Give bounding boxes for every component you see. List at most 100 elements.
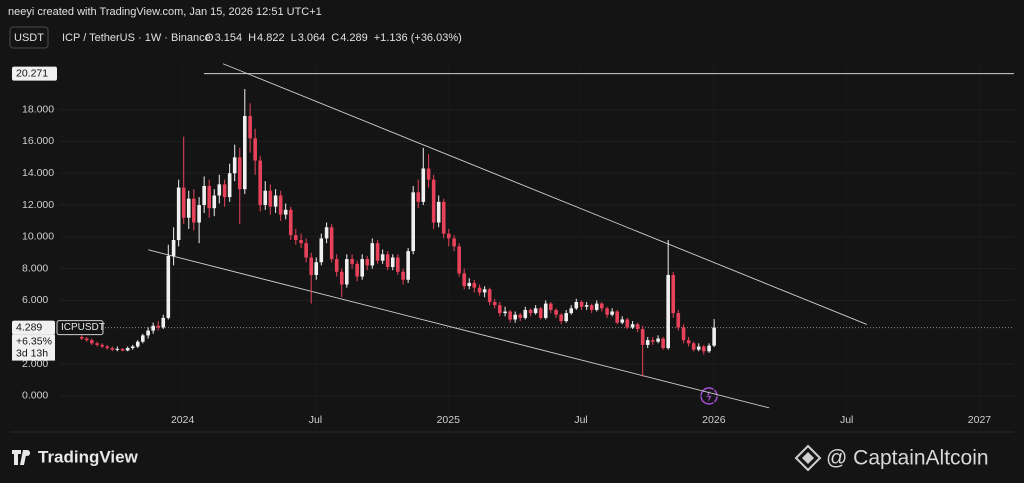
candle-body bbox=[202, 185, 206, 206]
candle-body bbox=[375, 243, 380, 261]
candle-body bbox=[186, 198, 191, 218]
candle-body bbox=[222, 184, 227, 198]
candle-body bbox=[95, 343, 99, 345]
candle-body bbox=[620, 319, 625, 323]
candle-body bbox=[293, 235, 298, 241]
candle-body bbox=[599, 303, 604, 309]
candle-body bbox=[84, 338, 89, 341]
candle-body bbox=[217, 184, 222, 196]
candle-body bbox=[630, 324, 635, 328]
candle-body bbox=[707, 345, 711, 352]
candle-body bbox=[283, 209, 288, 215]
candle-body bbox=[324, 227, 329, 239]
logo-mark bbox=[12, 450, 31, 465]
candle-body bbox=[661, 338, 665, 349]
candle-body bbox=[166, 255, 171, 318]
candle-body bbox=[528, 309, 533, 314]
candle-body bbox=[436, 201, 441, 223]
symbol: ICP / TetherUS · 1W · Binance bbox=[62, 32, 211, 44]
candle-body bbox=[441, 201, 446, 234]
candle-body bbox=[171, 240, 176, 256]
candle-body bbox=[416, 192, 421, 202]
candle-body bbox=[258, 160, 263, 206]
ohlc-value: 4.822 bbox=[257, 32, 285, 44]
candle-body bbox=[278, 195, 283, 215]
candle-body bbox=[467, 282, 472, 287]
candle-body bbox=[457, 246, 461, 274]
y-tick-label: 16.000 bbox=[22, 135, 54, 147]
candle-body bbox=[671, 274, 676, 314]
candle-body bbox=[538, 308, 543, 318]
ohlc-letter: C bbox=[331, 32, 339, 44]
candle-body bbox=[645, 340, 650, 345]
ohlc-letter: O bbox=[205, 32, 214, 44]
y-tick-label: 18.000 bbox=[22, 103, 54, 115]
candle-body bbox=[497, 305, 502, 314]
candle-body bbox=[701, 346, 706, 352]
candle-body bbox=[554, 309, 558, 315]
candle-body bbox=[487, 289, 492, 302]
candle-body bbox=[446, 233, 451, 239]
candle-body bbox=[462, 273, 466, 287]
candle-body bbox=[518, 314, 523, 318]
candle-body bbox=[125, 348, 130, 351]
candle-body bbox=[548, 303, 553, 310]
currency-button[interactable] bbox=[9, 26, 49, 49]
candle-body bbox=[365, 259, 370, 266]
candle-body bbox=[90, 340, 94, 344]
candle-body bbox=[344, 259, 349, 285]
candle-body bbox=[161, 317, 166, 328]
candle-body bbox=[594, 303, 599, 310]
candle-body bbox=[712, 327, 716, 346]
change: +1.136 (+36.03%) bbox=[374, 32, 462, 44]
candle-body bbox=[426, 168, 431, 180]
countdown: 3d 13h bbox=[16, 347, 48, 359]
watermark-logo bbox=[794, 444, 822, 472]
x-tick-label: 2025 bbox=[437, 414, 461, 426]
ohlc-legend: O 3.154 H 4.822 L 3.064 C 4.289 +1.136 (+36.03%) bbox=[205, 32, 462, 44]
footer-brand: TradingView bbox=[38, 447, 139, 466]
y-tick-label: 6.000 bbox=[22, 294, 48, 306]
candle-body bbox=[650, 340, 655, 342]
candle-body bbox=[401, 271, 405, 280]
candle-body bbox=[543, 303, 548, 318]
currency-label[interactable]: USDT bbox=[14, 32, 44, 44]
x-tick-label: Jul bbox=[309, 414, 322, 426]
candle-body bbox=[492, 301, 497, 306]
y-tick-label: 10.000 bbox=[22, 231, 54, 243]
candle-body bbox=[110, 348, 115, 350]
candle-body bbox=[477, 287, 482, 293]
watermark-icon bbox=[794, 444, 822, 472]
candle-body bbox=[79, 336, 84, 339]
y-tick-label: 12.000 bbox=[22, 199, 54, 211]
candle-body bbox=[355, 263, 359, 277]
candle-body bbox=[559, 314, 563, 322]
footer-logo bbox=[12, 450, 31, 465]
candle-body bbox=[610, 311, 614, 315]
candle-body bbox=[482, 289, 487, 293]
candle-body bbox=[299, 240, 303, 244]
candle-body bbox=[691, 343, 696, 350]
x-tick-label: Jul bbox=[840, 414, 853, 426]
price-tag-value: 4.289 bbox=[16, 321, 42, 333]
candle-body bbox=[395, 257, 400, 272]
candle-body bbox=[574, 301, 579, 309]
level-label: 20.271 bbox=[16, 67, 48, 79]
candle-body bbox=[615, 311, 619, 323]
candle-body bbox=[115, 348, 120, 350]
candle-body bbox=[309, 257, 313, 275]
x-tick-label: 2024 bbox=[171, 414, 195, 426]
candle-body bbox=[192, 198, 196, 223]
candle-body bbox=[253, 138, 257, 161]
candle-body bbox=[625, 319, 630, 328]
candle-body bbox=[431, 179, 436, 223]
trendline bbox=[222, 63, 868, 325]
candle-body bbox=[472, 282, 477, 288]
candle-body bbox=[268, 190, 273, 207]
candle-body bbox=[686, 340, 691, 344]
candle-body bbox=[390, 257, 395, 268]
candle-body bbox=[334, 259, 339, 272]
candle-body bbox=[421, 168, 426, 202]
candle-body bbox=[176, 187, 181, 241]
